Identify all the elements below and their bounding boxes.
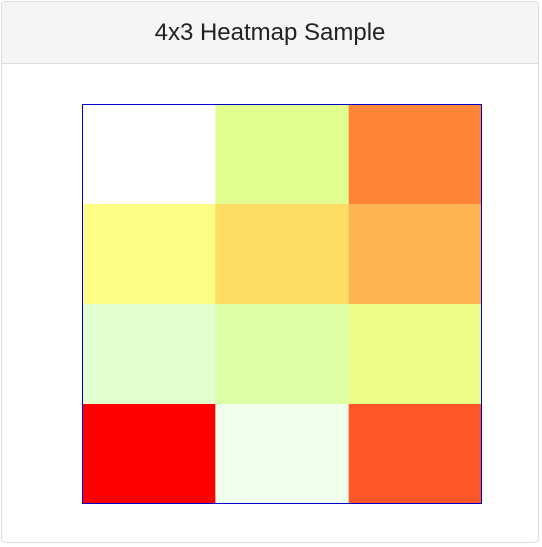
panel-header: 4x3 Heatmap Sample (2, 2, 538, 64)
heatmap-cell-r3-c2 (215, 304, 350, 405)
heatmap-cell-r1-c1 (82, 104, 216, 205)
heatmap-cell-r3-c1 (82, 304, 216, 405)
panel-body (2, 64, 538, 542)
heatmap-cell-r4-c3 (348, 404, 482, 504)
heatmap-cell-r2-c2 (215, 204, 350, 305)
heatmap-cell-r3-c3 (348, 304, 482, 405)
heatmap-cell-r2-c1 (82, 204, 216, 305)
heatmap-cell-r4-c2 (215, 404, 350, 504)
heatmap-cell-r1-c3 (348, 104, 482, 205)
heatmap-cell-r4-c1 (82, 404, 216, 504)
heatmap-border (82, 104, 482, 504)
heatmap-cell-r1-c2 (215, 104, 350, 205)
heatmap-chart (82, 104, 482, 504)
heatmap-cell-r2-c3 (348, 204, 482, 305)
chart-title: 4x3 Heatmap Sample (154, 18, 386, 46)
